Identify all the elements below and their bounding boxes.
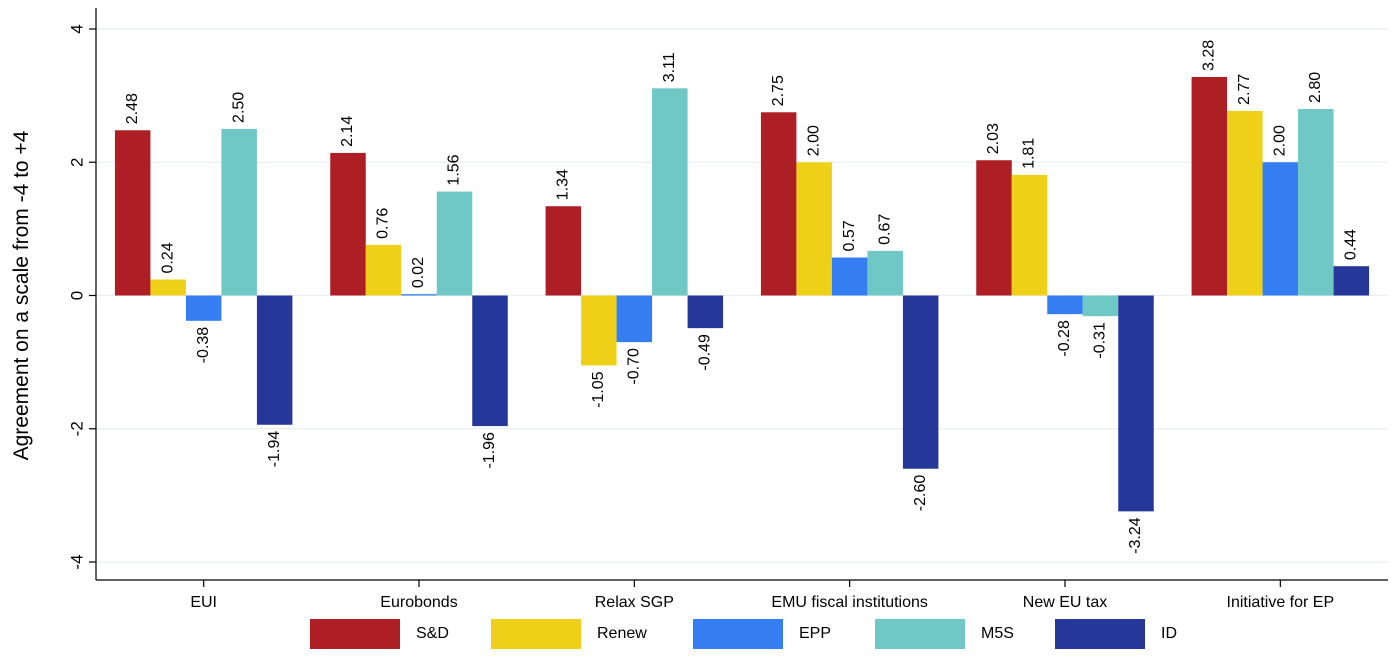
data-labels: 2.48 0.24 -0.38 2.50 -1.94 2.14 0.76 0.02 1.56 -1… xyxy=(124,40,1360,554)
data-label: -0.38 xyxy=(195,327,212,364)
data-label: 3.28 xyxy=(1201,40,1218,71)
data-label: 2.77 xyxy=(1236,74,1253,105)
y-tick-label: 4 xyxy=(67,24,86,33)
data-label: -0.31 xyxy=(1092,322,1109,359)
data-label: 1.56 xyxy=(446,154,463,185)
legend-swatch xyxy=(693,619,783,649)
legend-label: ID xyxy=(1161,625,1177,642)
x-tick-label: EMU fiscal institutions xyxy=(771,594,928,611)
bar xyxy=(185,295,222,321)
data-label: 0.67 xyxy=(876,214,893,245)
bar xyxy=(976,160,1012,296)
data-label: 0.24 xyxy=(159,242,176,273)
data-label: 2.14 xyxy=(339,116,356,147)
bar xyxy=(902,295,939,469)
bar xyxy=(545,206,582,296)
data-label: 2.48 xyxy=(124,93,141,124)
legend-label: EPP xyxy=(799,625,831,642)
bar xyxy=(472,295,508,427)
legend-label: S&D xyxy=(416,625,449,642)
data-label: -1.05 xyxy=(590,371,607,408)
data-label: -0.28 xyxy=(1056,320,1073,357)
bar xyxy=(1333,266,1370,296)
data-label: 3.11 xyxy=(661,52,678,82)
bar xyxy=(581,295,617,366)
data-label: -0.70 xyxy=(626,348,643,385)
grid-lines xyxy=(96,28,1388,563)
data-label: 0.44 xyxy=(1343,229,1360,260)
bar xyxy=(1298,108,1334,296)
data-label: -3.24 xyxy=(1127,517,1144,554)
bar xyxy=(365,244,402,296)
bar xyxy=(867,250,903,296)
data-label: 1.34 xyxy=(555,169,572,200)
data-label: -1.94 xyxy=(266,431,283,468)
data-label: 1.81 xyxy=(1021,138,1038,169)
bar xyxy=(150,279,186,296)
bar xyxy=(1191,76,1228,296)
y-tick-label: -2 xyxy=(67,421,86,436)
legend-swatch xyxy=(310,619,400,649)
data-label: 2.03 xyxy=(985,123,1002,154)
bar xyxy=(796,162,832,296)
axes: -4 -2 0 2 4 EUI Eurobonds Relax SGP EMU fiscal i… xyxy=(67,8,1388,611)
data-label: 2.75 xyxy=(770,75,787,106)
bar xyxy=(114,130,151,296)
data-label: 0.57 xyxy=(841,220,858,251)
data-label: 2.00 xyxy=(1272,125,1289,156)
data-label: 0.02 xyxy=(410,257,427,288)
data-label: -2.60 xyxy=(912,475,929,512)
bar xyxy=(256,295,293,425)
bar xyxy=(831,257,868,296)
bar xyxy=(1118,295,1154,512)
data-label: -1.96 xyxy=(481,432,498,469)
bar xyxy=(652,88,688,296)
bar xyxy=(1262,162,1299,296)
bar xyxy=(1011,174,1048,296)
bar xyxy=(436,191,473,296)
legend-swatch xyxy=(491,619,581,649)
y-tick-label: 2 xyxy=(67,158,86,167)
data-label: -0.49 xyxy=(697,334,714,371)
legend-swatch xyxy=(875,619,965,649)
bar xyxy=(401,294,437,296)
bar xyxy=(1082,295,1119,317)
data-label: 0.76 xyxy=(375,208,392,239)
x-tick-label: Initiative for EP xyxy=(1227,594,1335,611)
bar xyxy=(616,295,653,343)
x-tick-label: Eurobonds xyxy=(380,594,457,611)
data-label: 2.80 xyxy=(1307,72,1324,103)
legend-label: Renew xyxy=(597,625,647,642)
y-tick-label: 0 xyxy=(67,291,86,300)
bar xyxy=(330,152,366,296)
legend: S&D Renew EPP M5S ID xyxy=(310,619,1177,649)
x-tick-label: New EU tax xyxy=(1023,594,1107,611)
bars xyxy=(114,76,1370,512)
x-tick-label: Relax SGP xyxy=(595,594,674,611)
data-label: 2.00 xyxy=(805,125,822,156)
y-axis-label: Agreement on a scale from -4 to +4 xyxy=(10,130,33,460)
data-label: 2.50 xyxy=(230,92,247,123)
bar xyxy=(221,128,257,296)
bar xyxy=(1227,110,1263,296)
bar xyxy=(687,295,724,329)
legend-label: M5S xyxy=(981,625,1014,642)
bar xyxy=(760,112,797,296)
legend-swatch xyxy=(1055,619,1145,649)
x-tick-label: EUI xyxy=(190,594,217,611)
y-tick-label: -4 xyxy=(67,554,86,569)
bar xyxy=(1047,295,1083,315)
